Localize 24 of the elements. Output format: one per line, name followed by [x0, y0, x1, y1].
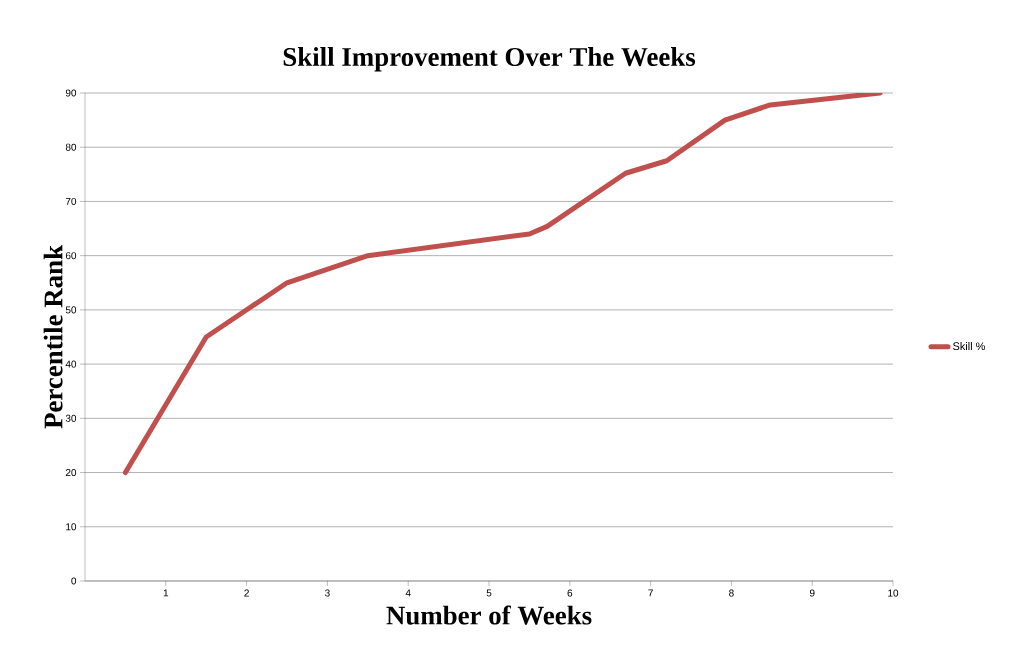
x-axis-title: Number of Weeks [386, 605, 592, 625]
y-tick-label: 0 [71, 577, 77, 585]
chart-title: Skill Improvement Over The Weeks [283, 47, 696, 72]
x-tick-label: 10 [888, 589, 899, 597]
y-tick-label: 10 [66, 523, 77, 531]
x-tick-label: 2 [244, 589, 249, 597]
x-tick-label: 4 [405, 589, 411, 597]
x-tick-label: 1 [163, 589, 169, 597]
y-tick-label: 80 [65, 143, 77, 151]
y-tick-label: 50 [65, 306, 77, 314]
x-tick-label: 8 [729, 589, 734, 597]
y-tick-label: 20 [65, 469, 77, 477]
x-tick-label: 5 [486, 589, 492, 597]
x-tick-label: 3 [325, 589, 330, 597]
x-tick-label: 6 [567, 589, 573, 597]
legend-label: Skill % [953, 342, 985, 351]
y-tick-label: 70 [65, 197, 77, 205]
y-tick-label: 30 [65, 414, 77, 422]
y-axis-title: Percentile Rank [43, 245, 63, 429]
x-tick-label: 7 [648, 589, 653, 597]
y-tick-label: 90 [65, 89, 77, 97]
y-tick-label: 40 [65, 360, 77, 368]
y-tick-label: 60 [65, 252, 77, 260]
x-tick-label: 9 [809, 589, 815, 597]
